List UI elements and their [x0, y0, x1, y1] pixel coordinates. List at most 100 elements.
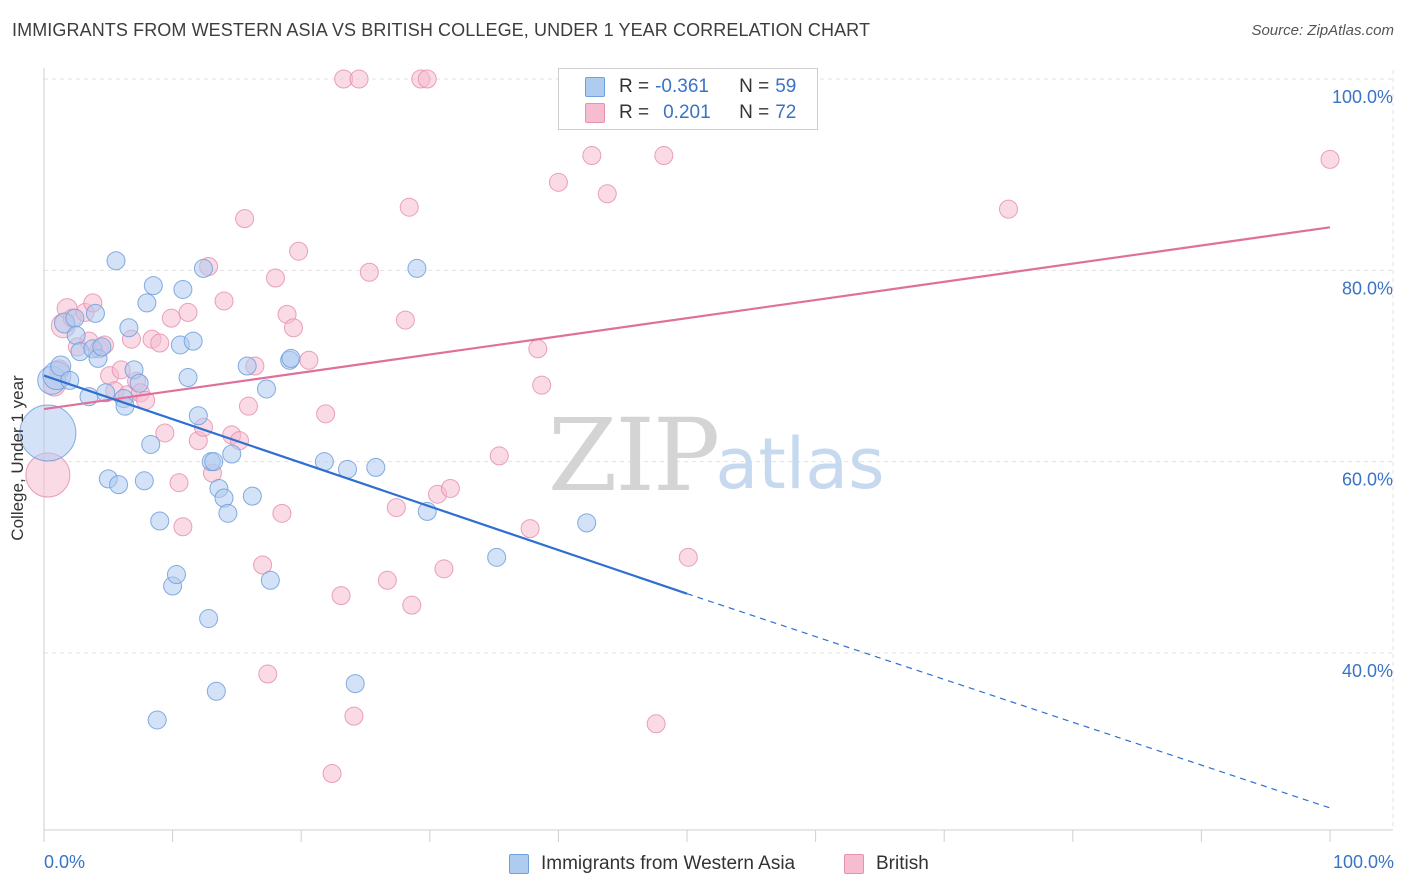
british-point	[155, 423, 175, 443]
british-point	[238, 396, 258, 416]
watermark-atlas: atlas	[715, 423, 884, 505]
western-asia-point	[141, 434, 161, 454]
watermark-zip: ZIP	[548, 397, 718, 514]
western-asia-point	[237, 356, 257, 376]
n-value-western-asia: 59	[775, 76, 797, 97]
british-point	[528, 339, 548, 359]
british-point	[272, 503, 292, 523]
british-point	[173, 517, 193, 537]
british-point	[235, 209, 255, 229]
y-tick-label-40: 40.0%	[1342, 661, 1393, 681]
british-point	[386, 498, 406, 518]
source-text: Source: ZipAtlas.com	[1251, 22, 1394, 39]
western-asia-point	[137, 293, 157, 313]
british-point	[253, 555, 273, 575]
western-asia-point	[204, 452, 224, 472]
british-point	[150, 333, 170, 353]
british-point	[489, 446, 509, 466]
british-point	[520, 519, 540, 539]
western-asia-point	[119, 318, 139, 338]
british-point	[258, 664, 278, 684]
watermark: ZIP atlas	[548, 397, 885, 514]
western-asia-point	[193, 258, 213, 278]
bottom-legend-british: British	[844, 851, 929, 877]
british-point	[344, 706, 364, 726]
legend-row-western-asia: R = -0.361 N = 59	[585, 74, 796, 100]
y-tick-label-60: 60.0%	[1342, 470, 1393, 490]
british-point	[161, 308, 181, 328]
western-asia-point	[183, 331, 203, 351]
british-point	[169, 473, 189, 493]
british-point	[395, 310, 415, 330]
pink-swatch	[844, 854, 864, 874]
western-asia-point	[129, 373, 149, 393]
western-asia-point	[366, 457, 386, 477]
british-point	[265, 268, 285, 288]
british-point	[654, 146, 674, 166]
british-point	[283, 318, 303, 338]
western-asia-point	[65, 308, 85, 328]
western-asia-point	[92, 337, 112, 357]
y-axis-label: College, Under 1 year	[8, 375, 27, 541]
legend-row-british: R = 0.201 N = 72	[585, 100, 796, 126]
british-point	[214, 291, 234, 311]
western-asia-point	[222, 444, 242, 464]
western-asia-point	[260, 570, 280, 590]
western-asia-point	[150, 511, 170, 531]
r-value-british: 0.201	[663, 102, 711, 123]
r-label: R =	[619, 76, 650, 97]
western-asia-point	[147, 710, 167, 730]
western-asia-points	[19, 251, 597, 730]
british-point	[322, 764, 342, 784]
british-point	[178, 302, 198, 322]
western-asia-point	[173, 279, 193, 299]
western-asia-point	[109, 475, 129, 495]
british-point	[289, 241, 309, 261]
western-asia-point	[218, 503, 238, 523]
british-point	[359, 262, 379, 282]
pink-swatch	[585, 103, 605, 123]
british-point	[548, 172, 568, 192]
bottom-legend-western-asia: Immigrants from Western Asia	[509, 851, 795, 877]
british-point	[434, 559, 454, 579]
n-label: N =	[739, 76, 770, 97]
chart-title: IMMIGRANTS FROM WESTERN ASIA VS BRITISH …	[12, 20, 871, 40]
british-point	[582, 146, 602, 166]
legend-label-western-asia: Immigrants from Western Asia	[541, 853, 796, 874]
y-tick-label-100: 100.0%	[1332, 87, 1393, 107]
british-point	[377, 570, 397, 590]
western-asia-point	[166, 565, 186, 585]
british-point	[331, 586, 351, 606]
western-asia-point	[106, 251, 126, 271]
western-asia-point	[85, 303, 105, 323]
n-label: N =	[739, 102, 770, 123]
western-asia-point	[143, 276, 163, 296]
western-asia-point	[281, 348, 301, 368]
western-asia-point	[577, 513, 597, 533]
blue-swatch	[585, 77, 605, 97]
british-point	[646, 714, 666, 734]
british-point	[399, 197, 419, 217]
british-point	[417, 69, 437, 89]
x-tick-label-max: 100.0%	[1332, 852, 1394, 872]
british-point	[678, 547, 698, 567]
western-asia-point	[134, 471, 154, 491]
british-point	[349, 69, 369, 89]
y-tick-labels: 40.0% 60.0% 80.0% 100.0%	[1332, 87, 1393, 681]
correlation-legend: R = -0.361 N = 59 R = 0.201 N = 72	[558, 68, 818, 130]
british-point	[299, 350, 319, 370]
western-asia-point	[487, 547, 507, 567]
western-asia-point	[206, 681, 226, 701]
british-point	[1320, 149, 1340, 169]
x-tick-label-min: 0.0%	[44, 852, 86, 872]
british-point	[440, 478, 460, 498]
western-asia-trend-line	[43, 374, 688, 595]
western-asia-point	[242, 486, 262, 506]
british-trend-line	[43, 226, 1331, 411]
trend-lines	[43, 226, 1331, 809]
british-point	[597, 184, 617, 204]
british-point	[999, 199, 1018, 219]
western-asia-trend-extension	[686, 593, 1331, 809]
western-asia-point	[407, 258, 427, 278]
